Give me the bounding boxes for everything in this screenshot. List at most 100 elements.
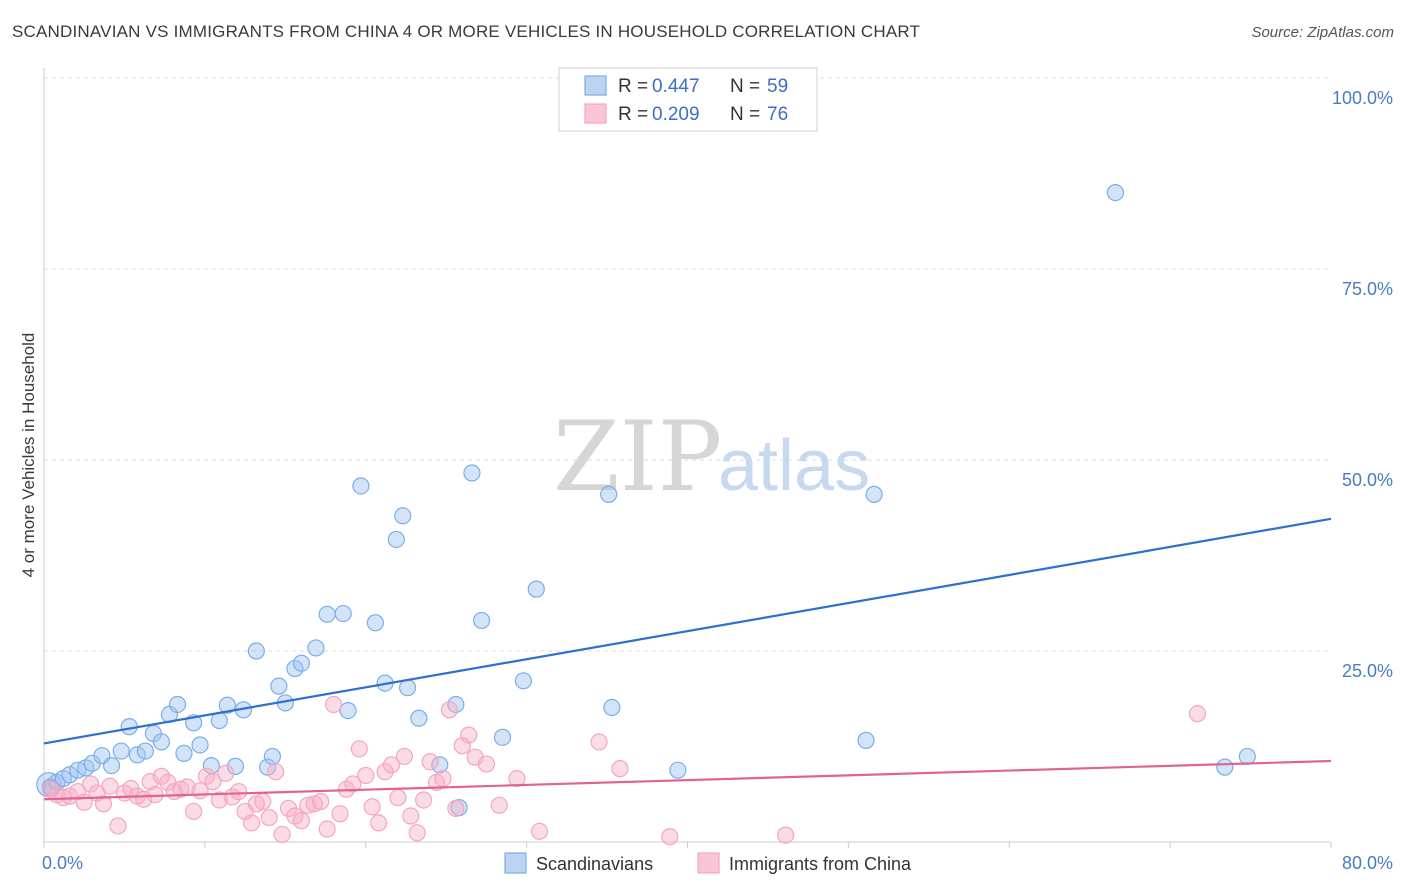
data-point[interactable] <box>136 742 154 760</box>
data-point[interactable] <box>410 709 428 727</box>
data-point[interactable] <box>402 807 420 825</box>
data-point[interactable] <box>394 507 412 525</box>
data-point[interactable] <box>431 756 449 774</box>
data-point[interactable] <box>440 701 459 719</box>
data-point[interactable] <box>175 744 193 762</box>
data-point[interactable] <box>172 780 190 798</box>
data-point[interactable] <box>777 826 795 844</box>
data-point[interactable] <box>669 761 687 779</box>
data-point[interactable] <box>477 755 496 773</box>
data-point[interactable] <box>292 654 310 672</box>
data-point[interactable] <box>152 733 171 751</box>
data-point[interactable] <box>146 786 164 804</box>
data-point[interactable] <box>94 795 113 813</box>
data-point[interactable] <box>352 477 370 495</box>
data-point[interactable] <box>259 758 277 776</box>
data-point[interactable] <box>102 756 121 775</box>
data-point[interactable] <box>389 789 407 807</box>
data-point[interactable] <box>318 605 336 623</box>
data-point[interactable] <box>370 814 388 832</box>
y-tick-label-25: 25.0% <box>1342 661 1393 681</box>
data-point[interactable] <box>463 464 481 482</box>
data-point[interactable] <box>590 733 608 751</box>
data-point[interactable] <box>387 530 405 549</box>
data-point[interactable] <box>514 672 533 690</box>
data-point[interactable] <box>226 757 245 775</box>
data-point[interactable] <box>415 791 433 809</box>
data-point[interactable] <box>185 802 203 821</box>
data-point[interactable] <box>247 795 265 813</box>
data-point[interactable] <box>299 796 317 814</box>
data-point[interactable] <box>661 828 679 846</box>
data-point[interactable] <box>472 611 491 630</box>
data-point[interactable] <box>376 763 394 781</box>
data-point[interactable] <box>112 742 130 760</box>
data-point[interactable] <box>218 696 236 714</box>
data-point[interactable] <box>270 677 288 695</box>
data-point[interactable] <box>434 769 452 788</box>
legend-swatch-china[interactable] <box>697 852 720 874</box>
data-point[interactable] <box>530 822 549 840</box>
data-point[interactable] <box>395 747 413 766</box>
data-point[interactable] <box>611 760 629 778</box>
data-point[interactable] <box>305 795 323 813</box>
data-point[interactable] <box>1216 758 1234 776</box>
data-point[interactable] <box>493 728 512 746</box>
data-point[interactable] <box>600 485 618 503</box>
data-point[interactable] <box>339 701 357 720</box>
data-point[interactable] <box>331 805 349 823</box>
data-point[interactable] <box>363 798 381 816</box>
data-point[interactable] <box>260 808 278 827</box>
data-point[interactable] <box>357 766 375 785</box>
data-point[interactable] <box>204 773 222 791</box>
data-point[interactable] <box>273 825 291 843</box>
data-point[interactable] <box>267 763 285 781</box>
data-point[interactable] <box>292 812 310 830</box>
data-point[interactable] <box>217 764 235 782</box>
data-point[interactable] <box>1188 705 1207 723</box>
data-point[interactable] <box>247 642 265 660</box>
data-point[interactable] <box>350 740 368 758</box>
data-point[interactable] <box>312 792 330 811</box>
data-point[interactable] <box>603 698 621 717</box>
data-point[interactable] <box>61 787 79 805</box>
data-point[interactable] <box>382 756 401 774</box>
data-point[interactable] <box>408 824 426 842</box>
data-point[interactable] <box>82 775 100 793</box>
data-point[interactable] <box>453 737 471 755</box>
data-point[interactable] <box>101 777 119 795</box>
data-point[interactable] <box>191 736 209 754</box>
data-point[interactable] <box>857 731 875 749</box>
data-point[interactable] <box>324 695 343 714</box>
source-credit: Source: ZipAtlas.com <box>1251 24 1394 41</box>
data-point[interactable] <box>254 792 272 811</box>
legend-label-china[interactable]: Immigrants from China <box>729 854 912 874</box>
data-point[interactable] <box>230 782 248 801</box>
data-point[interactable] <box>318 820 336 838</box>
legend-swatch-scandinavians[interactable] <box>504 852 527 874</box>
data-point[interactable] <box>61 766 79 784</box>
legend-label-scandinavians[interactable]: Scandinavians <box>536 854 653 874</box>
data-point[interactable] <box>307 639 325 657</box>
data-point[interactable] <box>242 814 261 832</box>
data-point[interactable] <box>447 799 465 817</box>
data-point[interactable] <box>168 695 187 714</box>
data-point[interactable] <box>128 746 146 764</box>
data-point[interactable] <box>109 817 127 835</box>
data-point[interactable] <box>490 796 508 814</box>
data-point[interactable] <box>210 791 228 809</box>
data-point[interactable] <box>69 782 87 801</box>
data-point[interactable] <box>366 614 385 632</box>
data-point[interactable] <box>344 775 362 793</box>
data-point[interactable] <box>421 753 439 771</box>
data-point[interactable] <box>334 604 352 623</box>
data-point[interactable] <box>152 767 171 785</box>
data-point[interactable] <box>527 580 545 598</box>
data-point[interactable] <box>141 773 159 791</box>
data-point[interactable] <box>1238 747 1256 766</box>
data-point[interactable] <box>460 726 478 744</box>
data-point[interactable] <box>263 747 282 766</box>
data-point[interactable] <box>1106 184 1125 202</box>
data-point[interactable] <box>865 485 883 503</box>
data-point[interactable] <box>508 769 526 788</box>
